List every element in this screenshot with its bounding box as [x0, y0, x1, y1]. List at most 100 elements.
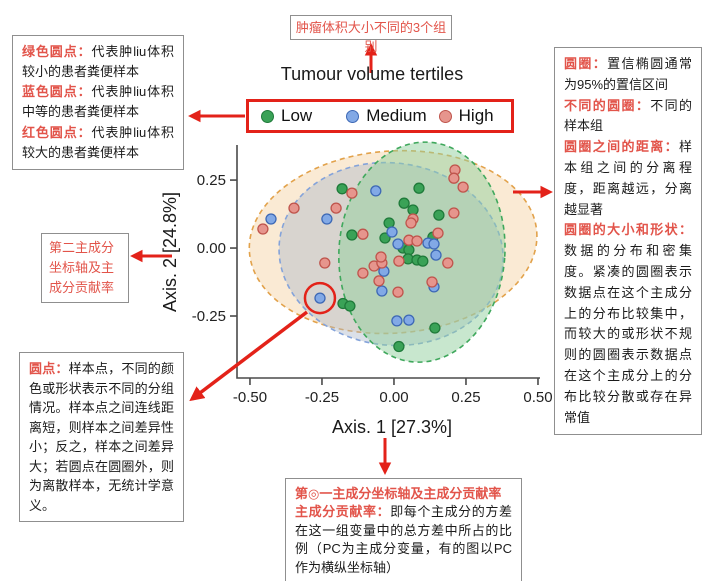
annotation-box-axis2: 第二主成分坐标轴及主成分贡献率 — [41, 233, 129, 304]
legend-label-low: Low — [281, 106, 313, 125]
data-point-low — [413, 182, 425, 194]
legend-label-high: High — [458, 106, 494, 125]
data-point-low — [398, 197, 410, 209]
annotation-text: 数据的分布和密集度。紧凑的圆圈表示数据点在这个主成分上的分布比较集中，而较大的或… — [564, 243, 692, 425]
outlier-highlight-circle — [303, 281, 337, 315]
annotation-text: 样本点，不同的颜色或形状表示不同的分组情况。样本点之间连线距离短，则样本之间差异… — [29, 361, 174, 513]
chart-legend: Low Medium High — [246, 99, 514, 133]
data-point-low — [417, 255, 429, 267]
annotation-line: 圆圈的大小和形状： 数据的分布和密集度。紧凑的圆圈表示数据点在这个主成分上的分布比… — [564, 220, 692, 428]
annotation-text: 不同的样本组 — [564, 97, 692, 134]
data-point-high — [405, 217, 417, 229]
data-point-medium — [265, 213, 277, 225]
confidence-ellipse-low — [338, 141, 506, 363]
low-dot-icon — [261, 109, 274, 123]
y-axis-label: Axis. 2 [24.8%] — [160, 192, 180, 312]
annotation-text: 代表肿liu体积较小的患者粪便样本 — [22, 44, 174, 80]
y-tick-label: 0.25 — [197, 172, 226, 189]
annotation-lead: 主成分贡献率： — [295, 504, 391, 520]
y-axis-ticks: 0.25 0.00 -0.25 — [192, 172, 237, 325]
annotation-lead: 绿色圆点： — [22, 44, 92, 59]
data-point-high — [319, 257, 331, 269]
arrow-to-points-box — [189, 310, 309, 402]
data-point-medium — [391, 315, 403, 327]
data-point-low — [379, 232, 391, 244]
axis2-box-text: 第二主成分坐标轴及主成分贡献率 — [49, 240, 115, 296]
annotation-line: 蓝色圆点：代表肿liu体积中等的患者粪便样本 — [22, 82, 174, 122]
group-box-text: 肿瘤体积大小不同的3个组别 — [295, 20, 447, 54]
x-tick-label: 0.50 — [523, 389, 552, 406]
legend-item-low: Low — [261, 106, 312, 126]
x-tick-label: 0.25 — [451, 389, 480, 406]
annotation-box-axis1: 第◎一主成分坐标轴及主成分贡献率 主成分贡献率：即每个主成分的方差在这一组变量中… — [285, 478, 522, 581]
annotation-line: 绿色圆点：代表肿liu体积较小的患者粪便样本 — [22, 42, 174, 82]
data-point-medium — [428, 238, 440, 250]
data-point-low — [346, 229, 358, 241]
data-point-high — [346, 187, 358, 199]
annotation-lead: 圆圈： — [564, 56, 608, 71]
data-point-high — [257, 223, 269, 235]
annotation-text: 代表肿liu体积较大的患者粪便样本 — [22, 124, 174, 160]
data-point-high — [392, 286, 404, 298]
data-point-medium — [386, 226, 398, 238]
data-point-high — [357, 228, 369, 240]
data-point-high — [448, 172, 460, 184]
data-point-medium — [403, 314, 415, 326]
data-point-high — [375, 251, 387, 263]
data-point-low — [344, 300, 356, 312]
annotation-line: 圆圈：置信椭圆通常为95%的置信区间 — [564, 54, 692, 96]
annotation-box-points: 圆点：样本点，不同的颜色或形状表示不同的分组情况。样本点之间连线距离短，则样本之… — [19, 352, 184, 522]
x-tick-label: -0.25 — [305, 389, 339, 406]
annotation-text: 代表肿liu体积中等的患者粪便样本 — [22, 84, 174, 120]
annotation-text: 样本组之间的分离程度，距离越远，分离越显著 — [564, 139, 692, 217]
annotation-lead: 红色圆点： — [22, 124, 92, 140]
axis1-box-title: 第◎一主成分坐标轴及主成分贡献率 — [295, 486, 502, 501]
annotation-box-ellipses: 圆圈：置信椭圆通常为95%的置信区间 不同的圆圈：不同的样本组 圆圈之间的距离：样本… — [554, 47, 702, 436]
data-point-medium — [392, 238, 404, 250]
data-point-high — [457, 181, 469, 193]
axis1-box-body: 主成分贡献率：即每个主成分的方差在这一组变量中的总方差中所占的比例（PC为主成分… — [295, 503, 512, 577]
annotation-box-dot-colors: 绿色圆点：代表肿liu体积较小的患者粪便样本 蓝色圆点：代表肿liu体积中等的患者… — [12, 35, 184, 170]
x-tick-label: 0.00 — [379, 389, 408, 406]
legend-label-medium: Medium — [366, 106, 427, 125]
data-point-high — [393, 255, 405, 267]
data-point-low — [336, 183, 348, 195]
x-tick-label: -0.50 — [233, 389, 267, 406]
legend-item-high: High — [438, 106, 494, 126]
data-point-high — [448, 207, 460, 219]
annotation-lead: 不同的圆圈： — [564, 97, 651, 113]
data-point-medium — [430, 249, 442, 261]
data-point-medium — [370, 185, 382, 197]
data-point-medium — [321, 213, 333, 225]
y-tick-label: 0.00 — [197, 240, 226, 257]
confidence-ellipses-group — [248, 141, 538, 363]
annotation-lead: 蓝色圆点： — [22, 84, 92, 100]
data-point-high — [330, 202, 342, 214]
annotation-line: 圆圈之间的距离：样本组之间的分离程度，距离越远，分离越显著 — [564, 137, 692, 220]
data-point-high — [288, 202, 300, 214]
annotation-line: 主成分贡献率：即每个主成分的方差在这一组变量中的总方差中所占的比例（PC为主成分… — [295, 503, 512, 577]
annotation-box-groups: 肿瘤体积大小不同的3个组别 — [290, 15, 452, 54]
data-point-medium — [314, 292, 326, 304]
annotation-line: 圆点：样本点，不同的颜色或形状表示不同的分组情况。样本点之间连线距离短，则样本之… — [29, 359, 174, 515]
data-point-low — [429, 322, 441, 334]
data-points-group — [257, 164, 469, 353]
annotation-text: 即每个主成分的方差在这一组变量中的总方差中所占的比例（PC为主成分变量，有的图以… — [295, 504, 512, 575]
data-point-high — [432, 227, 444, 239]
data-point-low — [393, 340, 405, 353]
y-tick-label: -0.25 — [192, 308, 226, 325]
annotation-text: 置信椭圆通常为95%的置信区间 — [564, 56, 692, 92]
data-point-high — [357, 267, 369, 279]
data-point-high — [373, 275, 385, 287]
chart-title: Tumour volume tertiles — [280, 64, 464, 84]
annotation-line: 不同的圆圈：不同的样本组 — [564, 96, 692, 138]
x-axis-ticks: -0.50 -0.25 0.00 0.25 0.50 — [233, 378, 553, 406]
annotation-lead: 圆点： — [29, 361, 69, 376]
data-point-medium — [376, 285, 388, 297]
annotation-arrows-group — [130, 43, 553, 475]
data-point-high — [411, 235, 423, 247]
axes-lines — [236, 145, 540, 379]
data-point-low — [433, 209, 445, 221]
